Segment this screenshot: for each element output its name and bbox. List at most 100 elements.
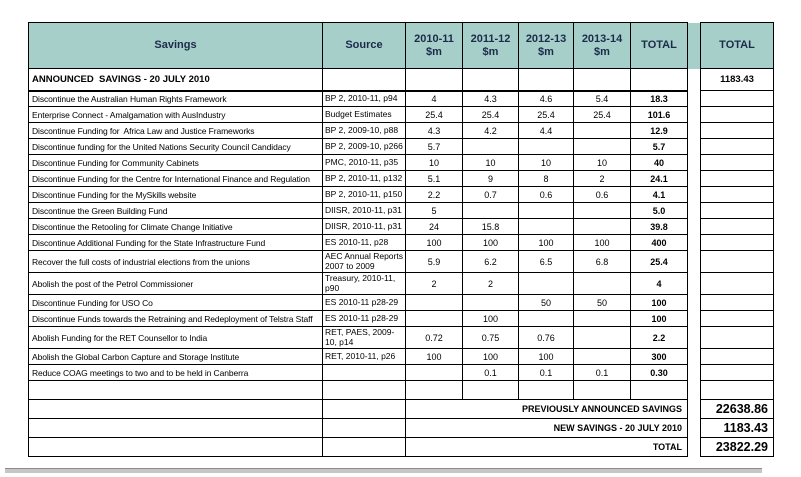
year-value-cell (573, 272, 631, 295)
grand-total-cell (700, 380, 774, 400)
table-row: Discontinue funding for the United Natio… (28, 138, 774, 155)
year-value-cell (462, 380, 519, 400)
source-cell: BP 2, 2010-11, p150 (322, 186, 406, 203)
row-total-cell: 2.2 (630, 326, 688, 349)
table-row: Abolish the Global Carbon Capture and St… (28, 348, 774, 365)
source-cell (322, 68, 406, 92)
summary-row: TOTAL 23822.29 (28, 437, 774, 457)
year-value-cell: 0.1 (573, 364, 631, 381)
column-header-year-2013-14: 2013-14 $m (573, 22, 631, 69)
grand-total-cell (700, 202, 774, 219)
summary-row: PREVIOUSLY ANNOUNCED SAVINGS 22638.86 (28, 399, 774, 419)
spacer-cell (687, 294, 701, 311)
unit-label: $m (482, 45, 499, 58)
table-row: Recover the full costs of industrial ele… (28, 250, 774, 273)
source-cell: Budget Estimates (322, 106, 406, 123)
year-value-cell (573, 310, 631, 327)
spacer-cell (687, 122, 701, 139)
year-value-cell: 0.1 (462, 364, 519, 381)
year-value-cell (573, 138, 631, 155)
savings-item-cell: Abolish the Global Carbon Capture and St… (28, 348, 323, 365)
year-value-cell: 15.8 (462, 218, 519, 235)
row-total-cell: 4 (630, 272, 688, 295)
year-value-cell: 2.2 (405, 186, 463, 203)
year-value-cell (405, 310, 463, 327)
source-cell: RET, 2010-11, p26 (322, 348, 406, 365)
year-value-cell: 0.72 (405, 326, 463, 349)
table-row: Discontinue Funds towards the Retraining… (28, 310, 774, 327)
grand-total-cell (700, 348, 774, 365)
savings-item-cell: Discontinue Additional Funding for the S… (28, 234, 323, 251)
source-cell: DIISR, 2010-11, p31 (322, 218, 406, 235)
savings-item-cell (28, 437, 323, 457)
grand-total-cell (700, 294, 774, 311)
savings-item-cell: Abolish Funding for the RET Counsellor t… (28, 326, 323, 349)
spacer-cell (687, 310, 701, 327)
year-value-cell (462, 138, 519, 155)
table-header-row: Savings Source 2010-11 $m 2011-12 $m 201… (28, 22, 774, 69)
spacer-cell (687, 106, 701, 123)
column-header-year-2011-12: 2011-12 $m (462, 22, 519, 69)
year-value-cell: 2 (405, 272, 463, 295)
year-value-cell: 6.8 (573, 250, 631, 273)
column-header-source: Source (322, 22, 406, 69)
table-row: Discontinue Funding for the MySkills web… (28, 186, 774, 203)
source-cell: BP 2, 2010-11, p94 (322, 90, 406, 107)
summary-label: NEW SAVINGS - 20 JULY 2010 (405, 418, 688, 438)
column-header-grand-total: TOTAL (700, 22, 774, 69)
spacer-cell (687, 348, 701, 365)
row-total-cell: 300 (630, 348, 688, 365)
savings-item-cell: Abolish the post of the Petrol Commissio… (28, 272, 323, 295)
year-value-cell: 25.4 (573, 106, 631, 123)
value-cell (405, 68, 463, 92)
column-header-year-2010-11: 2010-11 $m (405, 22, 463, 69)
savings-item-cell: Enterprise Connect - Amalgamation with A… (28, 106, 323, 123)
year-value-cell: 24 (405, 218, 463, 235)
table-row: Abolish Funding for the RET Counsellor t… (28, 326, 774, 349)
source-cell: ES 2010-11, p28 (322, 234, 406, 251)
source-cell: ES 2010-11 p28-29 (322, 310, 406, 327)
unit-label: $m (594, 45, 610, 58)
year-value-cell: 10 (518, 154, 574, 171)
spacer-cell (687, 90, 701, 107)
row-total-cell: 100 (630, 294, 688, 311)
grand-total-cell (700, 364, 774, 381)
column-header-total: TOTAL (630, 22, 688, 69)
spacer-cell (687, 154, 701, 171)
year-value-cell: 2 (573, 170, 631, 187)
row-total-cell: 24.1 (630, 170, 688, 187)
savings-item-cell: Discontinue the Australian Human Rights … (28, 90, 323, 107)
column-header-year-2012-13: 2012-13 $m (518, 22, 574, 69)
year-value-cell (405, 364, 463, 381)
savings-item-cell: Discontinue Funding for the Centre for I… (28, 170, 323, 187)
row-total-cell: 12.9 (630, 122, 688, 139)
spacer-cell (687, 218, 701, 235)
value-cell (573, 68, 631, 92)
year-value-cell: 5 (405, 202, 463, 219)
year-value-cell (518, 218, 574, 235)
row-total-cell: 5.7 (630, 138, 688, 155)
spacer-cell (687, 138, 701, 155)
source-cell (322, 364, 406, 381)
savings-item-cell: Discontinue the Retooling for Climate Ch… (28, 218, 323, 235)
year-value-cell (573, 202, 631, 219)
savings-table-body: ANNOUNCED SAVINGS - 20 JULY 2010 1183.43 D… (28, 68, 774, 457)
year-label: 2011-12 (470, 32, 511, 45)
year-value-cell: 10 (462, 154, 519, 171)
year-value-cell: 100 (573, 234, 631, 251)
table-row: Discontinue Funding for Community Cabine… (28, 154, 774, 171)
row-total-cell: 25.4 (630, 250, 688, 273)
table-row: Abolish the post of the Petrol Commissio… (28, 272, 774, 295)
summary-value-cell: 1183.43 (700, 418, 774, 438)
year-value-cell: 100 (462, 310, 519, 327)
grand-total-cell (700, 326, 774, 349)
year-value-cell: 0.6 (518, 186, 574, 203)
spacer-cell (687, 250, 701, 273)
grand-total-cell (700, 106, 774, 123)
row-total-cell: 0.30 (630, 364, 688, 381)
table-row: Discontinue Funding for the Centre for I… (28, 170, 774, 187)
year-value-cell: 6.2 (462, 250, 519, 273)
row-total-cell (630, 380, 688, 400)
year-value-cell (518, 138, 574, 155)
table-row: Reduce COAG meetings to two and to be he… (28, 364, 774, 381)
